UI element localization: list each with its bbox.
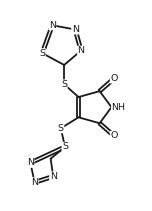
Text: N: N	[31, 178, 38, 187]
Text: N: N	[72, 25, 79, 34]
Text: S: S	[39, 49, 45, 58]
Text: N: N	[49, 21, 56, 30]
Text: S: S	[58, 124, 64, 133]
Text: NH: NH	[111, 103, 125, 112]
Text: N: N	[27, 158, 34, 167]
Text: S: S	[61, 80, 67, 89]
Text: N: N	[50, 172, 57, 181]
Text: O: O	[110, 74, 118, 83]
Text: N: N	[78, 46, 85, 55]
Text: S: S	[62, 142, 68, 151]
Text: O: O	[110, 131, 118, 140]
